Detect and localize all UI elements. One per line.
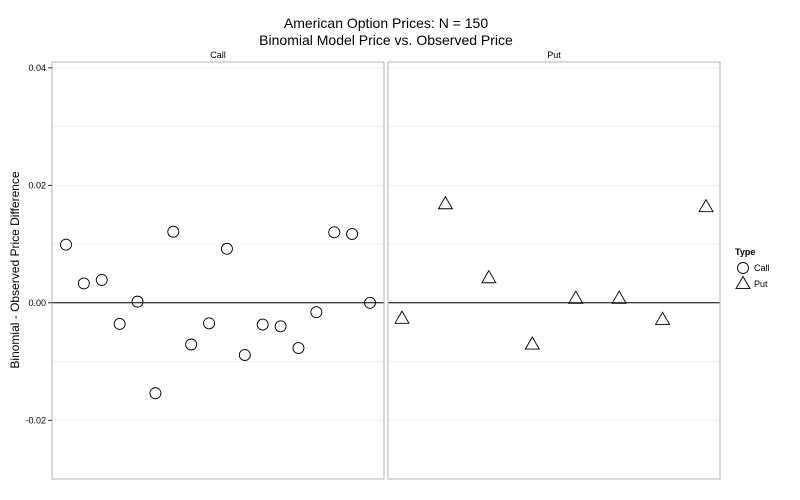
y-axis: -0.02 0.00 0.02 0.04 — [25, 63, 52, 425]
data-point — [292, 342, 305, 354]
panel-put: Put — [387, 50, 721, 480]
facet-panels: Call Put — [51, 50, 721, 480]
facet-label-call: Call — [210, 50, 226, 60]
data-point — [274, 320, 287, 333]
data-point — [654, 311, 671, 325]
legend: Type Call Put — [735, 247, 770, 290]
data-point — [185, 338, 198, 351]
panel-border — [387, 61, 721, 480]
data-point — [567, 290, 584, 304]
y-tick-label: 0.02 — [28, 180, 46, 190]
y-tick-label: 0.00 — [28, 298, 46, 308]
legend-label-put: Put — [754, 279, 768, 289]
data-point — [220, 242, 233, 255]
chart-subtitle: Binomial Model Price vs. Observed Price — [259, 32, 513, 48]
data-point — [328, 226, 341, 239]
data-point — [394, 310, 410, 324]
y-tick-label: 0.04 — [28, 63, 46, 73]
data-point — [346, 228, 359, 241]
data-point — [95, 273, 108, 286]
legend-label-call: Call — [754, 263, 770, 273]
data-point — [524, 336, 541, 350]
data-point — [310, 306, 323, 319]
legend-items: Call Put — [735, 262, 770, 290]
legend-title: Type — [735, 247, 755, 257]
legend-key-put — [735, 275, 751, 290]
panel-background — [52, 62, 384, 479]
data-point — [238, 349, 251, 362]
data-point — [131, 295, 144, 308]
data-point — [364, 296, 376, 309]
data-point — [149, 387, 162, 400]
panel-border — [51, 61, 385, 480]
legend-key-call — [737, 262, 749, 274]
data-point — [113, 317, 126, 330]
panel-background — [388, 62, 720, 479]
facet-label-put: Put — [547, 50, 561, 60]
data-point — [481, 269, 497, 284]
data-point — [437, 195, 454, 210]
chart-title: American Option Prices: N = 150 — [284, 15, 488, 31]
data-point — [203, 317, 216, 330]
panel-call: Call — [51, 50, 385, 480]
y-tick-label: -0.02 — [25, 415, 46, 425]
y-axis-label: Binomial - Observed Price Difference — [8, 171, 22, 369]
data-point — [611, 290, 627, 304]
data-point — [60, 238, 72, 251]
data-point — [167, 225, 180, 238]
data-point — [256, 318, 269, 331]
data-point — [698, 198, 714, 213]
data-point — [77, 277, 90, 290]
